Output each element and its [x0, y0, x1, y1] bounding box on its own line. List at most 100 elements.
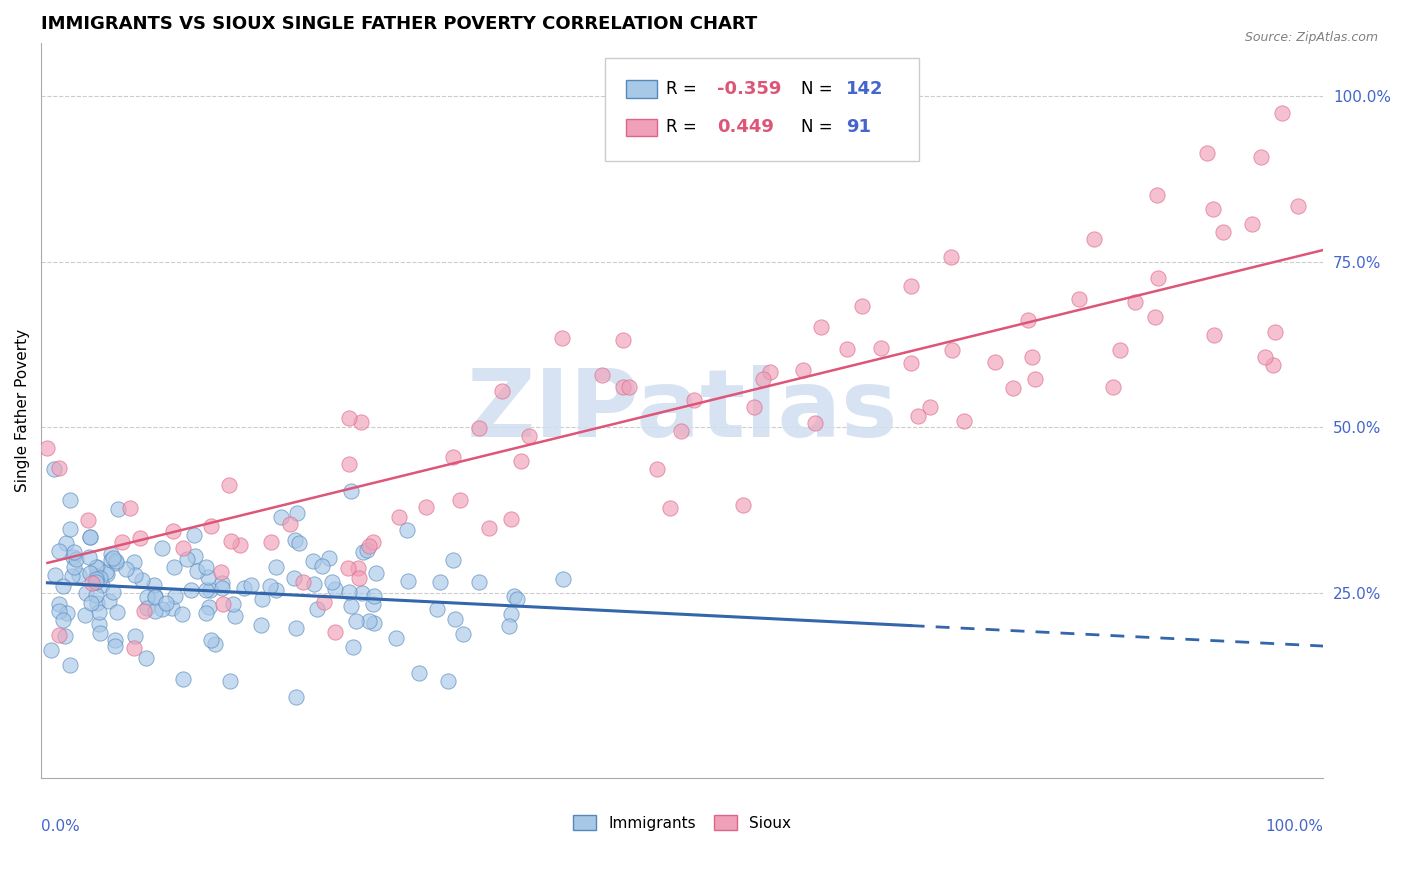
Point: [347, 571, 370, 585]
Point: [804, 416, 827, 430]
Text: R =: R =: [665, 80, 702, 98]
Point: [1241, 217, 1264, 231]
Point: [232, 582, 254, 596]
Point: [352, 586, 374, 600]
Point: [59, 522, 82, 536]
Point: [395, 524, 418, 538]
Point: [292, 574, 315, 589]
Point: [63, 545, 86, 559]
Point: [835, 342, 858, 356]
Y-axis label: Single Father Poverty: Single Father Poverty: [15, 329, 30, 492]
Point: [80, 576, 103, 591]
Point: [344, 614, 367, 628]
Point: [429, 575, 451, 590]
Point: [84, 568, 107, 582]
Point: [388, 509, 411, 524]
Point: [612, 380, 634, 394]
Point: [1102, 380, 1125, 394]
Point: [444, 612, 467, 626]
Point: [86, 572, 108, 586]
Point: [311, 558, 333, 573]
Point: [284, 622, 307, 636]
Point: [352, 545, 374, 559]
Point: [499, 607, 522, 622]
Point: [211, 576, 233, 591]
Point: [1024, 372, 1046, 386]
Point: [100, 547, 122, 561]
Point: [336, 561, 359, 575]
Point: [451, 626, 474, 640]
Point: [851, 299, 873, 313]
Point: [160, 601, 183, 615]
Point: [96, 567, 118, 582]
Point: [211, 581, 233, 595]
Point: [1125, 294, 1147, 309]
Text: ZIPatlas: ZIPatlas: [467, 365, 898, 457]
Point: [1021, 351, 1043, 365]
Point: [204, 637, 226, 651]
Point: [301, 554, 323, 568]
Point: [340, 484, 363, 499]
Point: [132, 604, 155, 618]
Point: [209, 565, 232, 579]
Point: [150, 601, 173, 615]
Point: [323, 625, 346, 640]
Point: [73, 608, 96, 623]
Point: [136, 591, 159, 605]
Point: [384, 631, 406, 645]
Point: [239, 578, 262, 592]
Point: [312, 595, 335, 609]
Point: [900, 356, 922, 370]
Point: [346, 561, 368, 575]
Point: [104, 554, 127, 568]
Point: [1147, 270, 1170, 285]
Point: [229, 538, 252, 552]
Point: [363, 615, 385, 630]
Text: N =: N =: [801, 119, 838, 136]
Point: [869, 341, 891, 355]
Point: [1001, 381, 1024, 395]
Point: [150, 541, 173, 555]
Point: [283, 572, 305, 586]
Point: [176, 552, 198, 566]
Point: [183, 527, 205, 541]
Point: [86, 560, 108, 574]
Point: [98, 594, 121, 608]
FancyBboxPatch shape: [605, 58, 920, 161]
Point: [478, 521, 501, 535]
Point: [758, 365, 780, 379]
Point: [517, 429, 540, 443]
Point: [266, 583, 288, 598]
Point: [65, 551, 87, 566]
Point: [659, 500, 682, 515]
Point: [278, 517, 301, 532]
Point: [218, 478, 240, 492]
Point: [122, 640, 145, 655]
Point: [135, 650, 157, 665]
Text: 142: 142: [846, 80, 884, 98]
Legend: Immigrants, Sioux: Immigrants, Sioux: [567, 808, 797, 837]
Point: [163, 559, 186, 574]
Point: [1264, 325, 1286, 339]
Point: [264, 560, 287, 574]
Point: [920, 400, 942, 414]
Point: [94, 565, 117, 579]
Point: [1017, 313, 1039, 327]
Point: [100, 553, 122, 567]
Point: [91, 578, 114, 592]
Point: [86, 571, 108, 585]
Point: [337, 457, 360, 471]
Point: [221, 534, 243, 549]
Point: [285, 506, 308, 520]
Point: [172, 541, 194, 555]
Point: [284, 690, 307, 704]
Point: [591, 368, 613, 382]
Point: [194, 606, 217, 620]
Point: [1143, 310, 1166, 325]
Point: [321, 574, 343, 589]
Point: [1250, 151, 1272, 165]
Point: [104, 556, 127, 570]
Point: [124, 567, 146, 582]
Point: [62, 550, 84, 565]
Point: [59, 493, 82, 508]
